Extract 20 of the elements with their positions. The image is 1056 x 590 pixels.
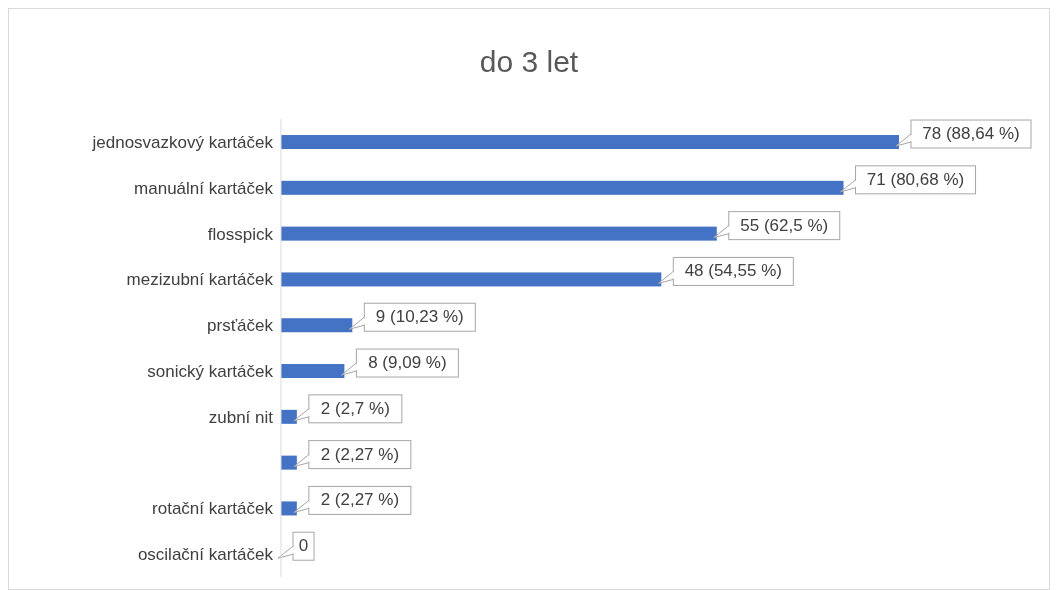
data-label: 78 (88,64 %) [922, 124, 1020, 144]
data-label: 71 (80,68 %) [866, 169, 965, 189]
data-label: 2 (2,7 %) [320, 398, 390, 418]
chart-title: do 3 let [478, 45, 580, 79]
y-tick-label: jednosvazkový kartáček [91, 132, 274, 152]
y-tick-label: manuální kartáček [134, 178, 274, 198]
y-tick-label: sonický kartáček [147, 361, 274, 381]
data-label: 0 [298, 536, 309, 556]
data-label: 9 (10,23 %) [375, 307, 464, 327]
y-tick-label: mezizubní kartáček [126, 270, 274, 290]
y-tick-label: flosspick [207, 224, 274, 244]
y-tick-label: prsťáček [207, 316, 274, 336]
y-tick-label: oscilační kartáček [137, 545, 274, 565]
y-tick-label: zubní nit [208, 407, 274, 427]
data-label: 2 (2,27 %) [320, 444, 400, 464]
y-tick-label: rotační kartáček [152, 499, 274, 519]
data-label: 8 (9,09 %) [368, 353, 447, 373]
data-label: 48 (54,55 %) [684, 261, 782, 281]
data-label: 2 (2,27 %) [320, 490, 400, 510]
data-label: 55 (62,5 %) [740, 215, 829, 235]
